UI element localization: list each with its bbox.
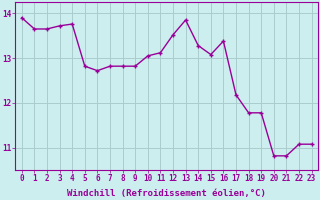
X-axis label: Windchill (Refroidissement éolien,°C): Windchill (Refroidissement éolien,°C) — [67, 189, 266, 198]
